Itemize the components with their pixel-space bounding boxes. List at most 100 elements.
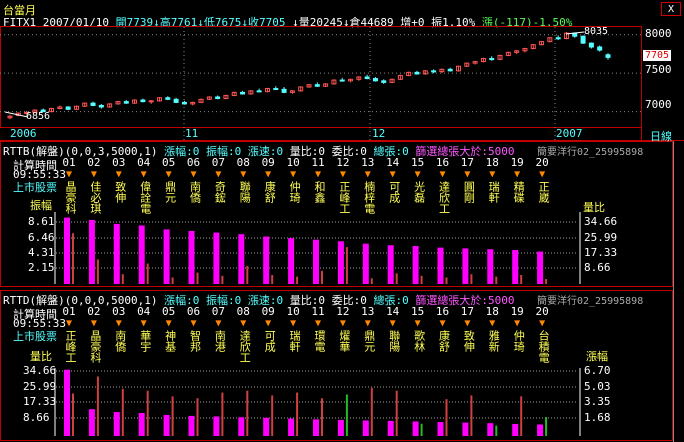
candle-body <box>547 37 553 43</box>
quote-change: 漲(-117)-1.50% <box>481 16 573 29</box>
rttd-stock-name[interactable]: 致伸 <box>462 330 476 352</box>
high-price-label: 8035 <box>584 26 609 37</box>
candle-body <box>522 48 528 52</box>
rttb-stock-name[interactable]: 圓剛 <box>462 181 476 203</box>
rttd-stock-name[interactable]: 南港 <box>213 330 227 352</box>
rttb-stock-name[interactable]: 佳必琪 <box>88 181 102 214</box>
rttb-stock-name[interactable]: 南僑 <box>188 181 202 203</box>
rttd-stock-name[interactable]: 台積電 <box>537 330 551 363</box>
rttb-sub-bar <box>420 275 423 284</box>
low-pointer <box>4 111 29 118</box>
rttb-rank: 05 <box>161 156 176 169</box>
rttb-stock-name[interactable]: 晶豪科 <box>64 181 77 214</box>
rttb-sub-bar <box>321 270 323 284</box>
rttb-stock-name[interactable]: 奇鋐 <box>213 181 227 203</box>
rttd-main-bar <box>337 419 344 436</box>
quote-volume: ↓量20245 <box>292 16 343 29</box>
close-button[interactable]: X <box>661 2 681 16</box>
rttb-stock-name[interactable]: 偉詮電 <box>138 181 152 214</box>
rttd-sub-bar <box>221 392 224 436</box>
rttb-stock-name[interactable]: 光磊 <box>412 181 426 203</box>
rttd-stock-name[interactable]: 華宇 <box>138 330 152 352</box>
rttd-down-arrow-icon: ▼ <box>240 318 247 329</box>
rttb-down-arrow-icon: ▼ <box>165 169 172 180</box>
rttb-stock-name[interactable]: 可成 <box>387 181 401 203</box>
rttd-stock-name[interactable]: 可成 <box>263 330 277 352</box>
candle-body <box>422 70 428 75</box>
rttd-sub-bar <box>171 396 174 436</box>
rttd-frame <box>0 290 673 441</box>
candle-body <box>472 61 478 64</box>
rttb-rank: 04 <box>137 156 151 169</box>
rttd-main-bar <box>462 422 469 436</box>
rttd-y-left-tick: 17.33 <box>23 395 57 408</box>
rttd-stock-name[interactable]: 鼎元 <box>362 330 376 352</box>
rttb-down-arrow-icon: ▼ <box>115 169 122 180</box>
rttb-main-bar <box>412 246 419 284</box>
rttd-stock-name[interactable]: 智邦 <box>188 330 202 352</box>
rttd-stock-name[interactable]: 瑞軒 <box>288 330 302 352</box>
rttb-down-arrow-icon: ▼ <box>389 169 396 180</box>
rttb-stock-name[interactable]: 康舒 <box>263 181 277 203</box>
rttb-down-arrow-icon: ▼ <box>514 169 521 180</box>
rttd-stock-name[interactable]: 南僑 <box>113 330 127 352</box>
price-tick-7000: 7000 <box>645 98 672 111</box>
rttb-down-arrow-icon: ▼ <box>414 169 421 180</box>
rttd-rank: 11 <box>311 305 325 318</box>
rttb-rank: 06 <box>186 156 201 169</box>
rttb-stock-name[interactable]: 正峰工 <box>337 181 351 214</box>
rttb-stock-name[interactable]: 聯陽 <box>238 181 252 203</box>
rttd-stock-name[interactable]: 雅新 <box>487 330 501 352</box>
rttd-stock-name[interactable]: 神基 <box>163 330 177 352</box>
candle-body <box>439 68 445 73</box>
rttb-rank: 20 <box>535 156 549 169</box>
rttb-main-bar <box>537 251 544 284</box>
rttd-stock-name[interactable]: 仲琦 <box>512 330 526 352</box>
rttd-sub-bar <box>495 425 498 436</box>
rttb-filter: 篩選總張大於:5000 <box>415 145 515 158</box>
rttd-rank: 08 <box>236 305 250 318</box>
rttb-stock-name[interactable]: 鼎元 <box>163 181 177 203</box>
rttb-main-bar <box>88 219 95 284</box>
quote-amplitude: 振1.10% <box>431 16 476 29</box>
candle-body <box>514 50 520 53</box>
candle-body <box>314 84 320 87</box>
rttb-stock-name[interactable]: 仲琦 <box>288 181 302 203</box>
rttd-rate: 漲速:0 <box>247 294 284 307</box>
rttb-stock-name[interactable]: 正崴 <box>537 181 551 203</box>
rttd-stock-name[interactable]: 正峰工 <box>64 330 77 363</box>
rttb-rank: 07 <box>211 156 226 169</box>
rttb-stock-name[interactable]: 瑞軒 <box>487 181 501 203</box>
rttd-stock-name[interactable]: 達欣工 <box>238 330 252 363</box>
rttd-down-arrow-icon: ▼ <box>464 318 471 329</box>
rttb-rate: 漲速:0 <box>247 145 284 158</box>
rttd-stock-name[interactable]: 晶豪科 <box>88 330 102 363</box>
rttd-sub-bar <box>545 417 548 436</box>
rttd-stock-name[interactable]: 燿華 <box>337 330 351 352</box>
candle-body <box>497 54 503 60</box>
rttd-main-bar <box>138 413 145 436</box>
rttb-stock-name[interactable]: 和鑫 <box>313 181 326 203</box>
rttb-down-arrow-icon: ▼ <box>215 169 222 180</box>
rttd-vol: 量比:0 <box>289 294 325 307</box>
rttd-stock-name[interactable]: 康舒 <box>437 330 451 352</box>
rttb-sub-bar <box>345 247 348 284</box>
rttb-total: 總張:0 <box>373 145 409 158</box>
rttb-down-arrow-icon: ▼ <box>489 169 496 180</box>
rttd-stock-name[interactable]: 環電 <box>313 330 326 352</box>
rttd-stock-name[interactable]: 歌林 <box>412 330 426 352</box>
rttb-stock-name[interactable]: 精碟 <box>512 181 526 203</box>
rttd-sub-bar <box>321 398 323 436</box>
rttb-stock-name[interactable]: 致伸 <box>113 181 127 203</box>
candle-body <box>563 32 569 40</box>
rttd-main-bar <box>263 417 270 436</box>
rttb-main-bar <box>313 239 319 284</box>
rttb-down-arrow-icon: ▼ <box>140 169 147 180</box>
rttb-stock-name[interactable]: 楠梓電 <box>362 181 376 214</box>
rttb-stock-name[interactable]: 達欣工 <box>437 181 451 214</box>
rttd-rank: 01 <box>62 305 76 318</box>
candle-body <box>157 97 162 102</box>
rttd-stock-name[interactable]: 聯陽 <box>387 330 401 352</box>
rttb-rank: 18 <box>485 156 499 169</box>
rttb-down-arrow-icon: ▼ <box>290 169 297 180</box>
